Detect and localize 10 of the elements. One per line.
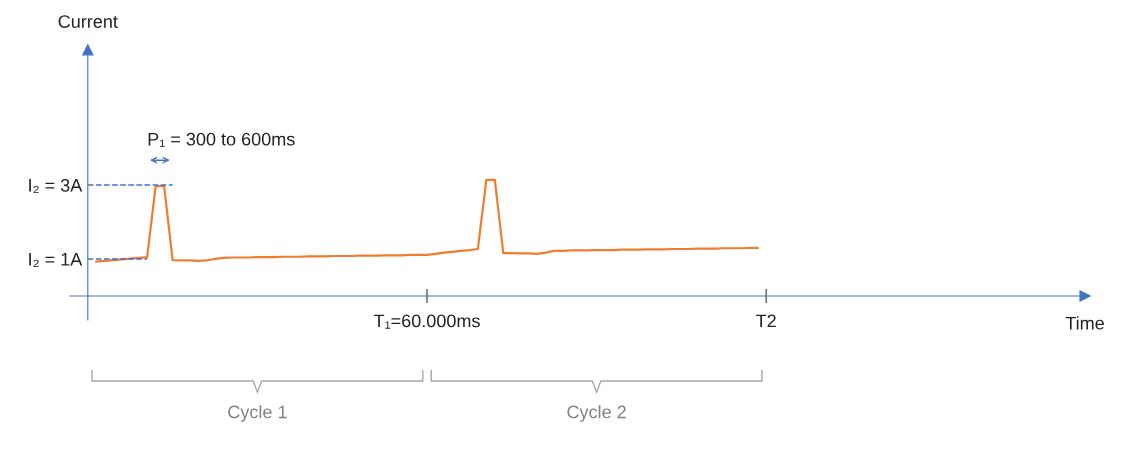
text: Cycle 2 — [567, 405, 626, 422]
annotation: P₁ = 300 to 600ms — [148, 132, 295, 147]
x-tick-label: T2 — [756, 314, 776, 328]
y-axis-title: Current — [58, 15, 118, 28]
text: Cycle 1 — [228, 405, 287, 422]
text: Time — [1065, 316, 1104, 330]
line-series — [95, 178, 759, 263]
y-tick-label: I₂ = 3A — [29, 178, 83, 194]
x-tick-label: T₁=60.000ms — [373, 314, 480, 329]
y-tick-label: I₂ = 1A — [29, 253, 83, 268]
